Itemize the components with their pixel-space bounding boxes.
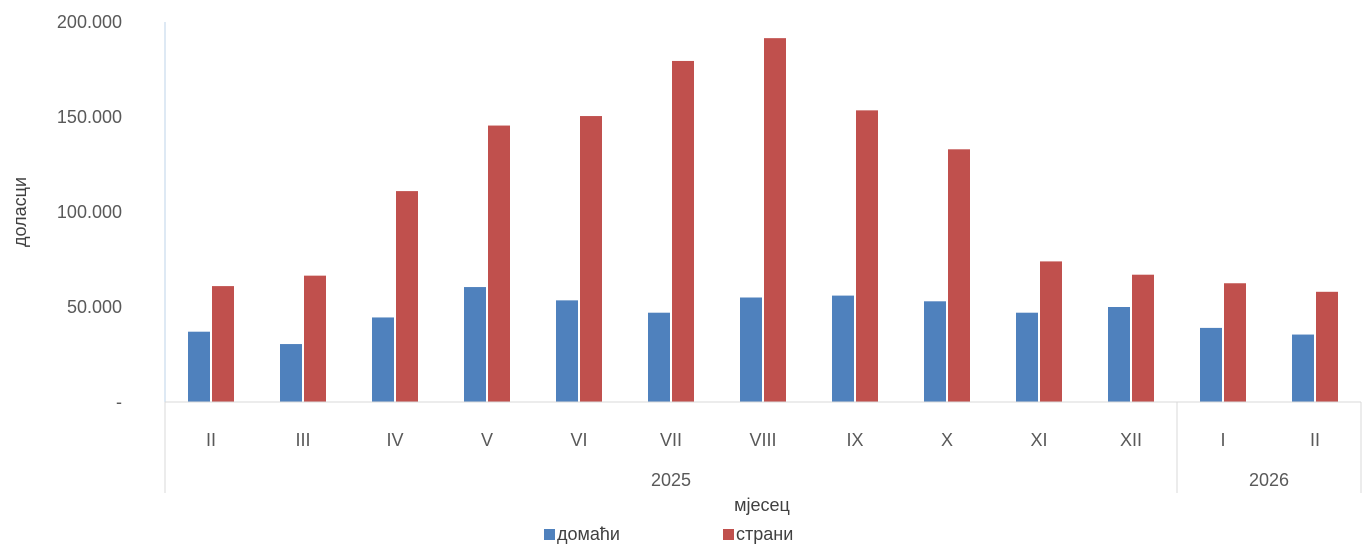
x-tick-label: I <box>1220 430 1225 450</box>
year-group-label: 2025 <box>651 470 691 490</box>
legend: домаћи страни <box>544 524 793 544</box>
bar-domestic <box>1200 327 1222 402</box>
bar-foreign <box>1040 261 1062 402</box>
y-tick-label: 200.000 <box>57 12 122 32</box>
bar-domestic <box>648 312 670 402</box>
legend-label: домаћи <box>557 524 620 544</box>
bar-domestic <box>464 287 486 402</box>
y-tick-label: 100.000 <box>57 202 122 222</box>
bar-domestic <box>1292 334 1314 402</box>
y-tick-label: 50.000 <box>67 297 122 317</box>
bar-domestic <box>924 301 946 402</box>
bar-domestic <box>740 297 762 402</box>
y-axis-title: доласци <box>10 177 30 247</box>
x-tick-label: IV <box>386 430 403 450</box>
bar-foreign <box>396 191 418 402</box>
x-tick-label: XI <box>1030 430 1047 450</box>
x-tick-label: III <box>295 430 310 450</box>
bar-foreign <box>856 110 878 402</box>
bar-domestic <box>556 300 578 402</box>
y-axis: - 50.000 100.000 150.000 200.000 <box>57 12 166 412</box>
x-tick-label: XII <box>1120 430 1142 450</box>
bar-domestic <box>280 344 302 402</box>
x-tick-label: II <box>206 430 216 450</box>
y-tick-label: - <box>116 392 122 412</box>
bar-foreign <box>580 116 602 403</box>
bar-foreign <box>488 125 510 403</box>
x-axis-title: мјесец <box>734 495 790 515</box>
bar-foreign <box>1224 283 1246 402</box>
x-tick-label: X <box>941 430 953 450</box>
bar-foreign <box>1316 291 1338 402</box>
bar-foreign <box>672 60 694 402</box>
bars <box>188 38 1338 403</box>
year-group-label: 2026 <box>1249 470 1289 490</box>
x-tick-label: VI <box>570 430 587 450</box>
y-tick-label: 150.000 <box>57 107 122 127</box>
legend-swatch <box>544 529 555 540</box>
x-tick-label: IX <box>846 430 863 450</box>
bar-foreign <box>948 149 970 402</box>
bar-foreign <box>764 38 786 403</box>
bar-domestic <box>188 331 210 402</box>
legend-swatch <box>723 529 734 540</box>
bar-foreign <box>1132 274 1154 402</box>
x-tick-label: VII <box>660 430 682 450</box>
bar-domestic <box>1108 307 1130 402</box>
x-tick-label: V <box>481 430 493 450</box>
bar-domestic <box>372 317 394 402</box>
bar-foreign <box>304 275 326 402</box>
legend-label: страни <box>736 524 793 544</box>
x-tick-label: II <box>1310 430 1320 450</box>
bar-foreign <box>212 286 234 402</box>
bar-domestic <box>1016 312 1038 402</box>
bar-domestic <box>832 295 854 402</box>
x-tick-label: VIII <box>749 430 776 450</box>
